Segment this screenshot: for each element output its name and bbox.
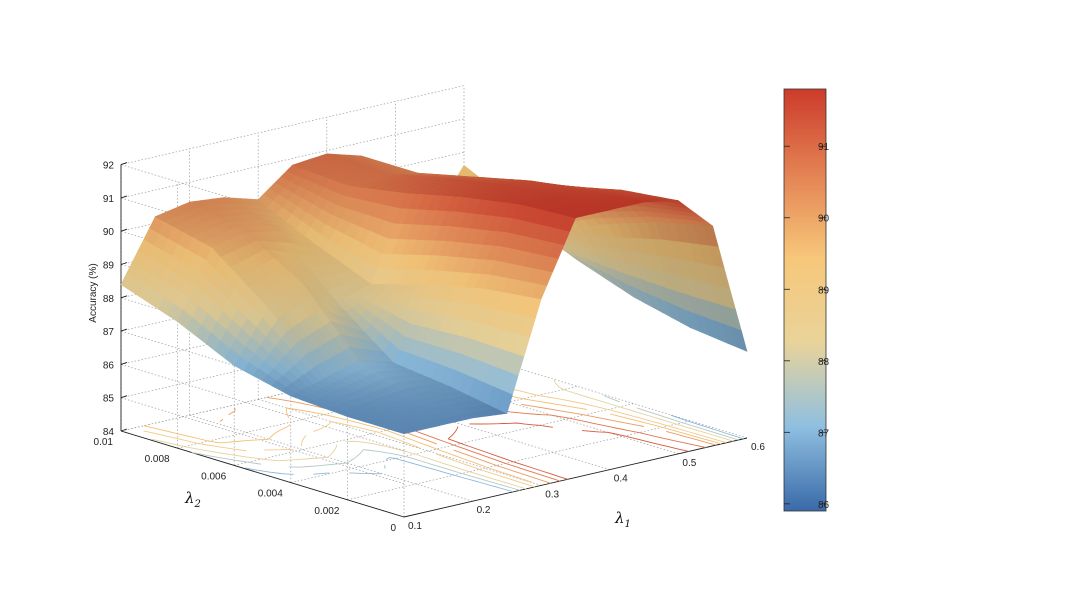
x-tick-label: 0.6 bbox=[751, 442, 765, 453]
colorbar-tick-label: 88 bbox=[818, 357, 830, 368]
colorbar-fill bbox=[783, 88, 827, 512]
y-axis-label: λ2 bbox=[184, 489, 201, 510]
colorbar-tick-label: 91 bbox=[818, 142, 830, 153]
y-axis-subscript: 2 bbox=[194, 499, 201, 510]
contour-line bbox=[447, 422, 689, 480]
floor-gridline bbox=[189, 414, 473, 502]
x-tick-label: 0.3 bbox=[545, 489, 559, 500]
colorbar: 86 87 88 89 90 91 bbox=[783, 88, 830, 512]
z-tick-mark bbox=[120, 395, 128, 399]
x-axis-label: λ1 bbox=[614, 509, 631, 530]
x-tick-label: 0.4 bbox=[614, 474, 628, 485]
z-tick-label: 88 bbox=[103, 294, 115, 305]
z-tick-label: 92 bbox=[103, 161, 115, 172]
z-tick-label: 86 bbox=[103, 360, 115, 371]
z-tick-label: 90 bbox=[103, 227, 115, 238]
x-axis-symbol: λ bbox=[614, 509, 625, 527]
z-tick-mark bbox=[120, 361, 128, 365]
accuracy-surface bbox=[120, 153, 748, 435]
y-axis-line bbox=[120, 430, 405, 518]
z-tick-mark bbox=[120, 295, 128, 299]
z-tick-mark bbox=[120, 195, 128, 199]
side-wall-gridline bbox=[120, 364, 405, 451]
y-tick-label: 0.002 bbox=[314, 506, 339, 517]
x-axis-subscript: 1 bbox=[625, 519, 631, 530]
contour-line bbox=[151, 379, 734, 490]
tick-labels: 84 85 86 87 88 89 90 91 92 0.1 0.2 0.3 0.4 0.5 0.6 0 0.0… bbox=[94, 161, 766, 534]
back-wall-gridline bbox=[120, 118, 465, 199]
y-tick-label: 0.008 bbox=[145, 454, 170, 465]
contour-line bbox=[245, 414, 744, 493]
z-tick-label: 84 bbox=[103, 427, 115, 438]
y-axis-symbol: λ bbox=[184, 489, 195, 507]
z-tick-mark bbox=[120, 262, 128, 265]
z-tick-label: 87 bbox=[103, 327, 115, 338]
x-tick-label: 0.5 bbox=[682, 458, 696, 469]
y-tick-label: 0 bbox=[390, 523, 396, 534]
x-tick-label: 0.2 bbox=[477, 505, 491, 516]
floor-gridline bbox=[258, 399, 542, 486]
floor-gridline bbox=[290, 403, 634, 483]
floor-gridline bbox=[347, 420, 691, 501]
z-tick-label: 89 bbox=[103, 261, 115, 272]
z-tick-mark bbox=[120, 328, 128, 332]
z-tick-mark bbox=[120, 162, 128, 166]
z-axis-label: Accuracy (%) bbox=[88, 263, 99, 322]
z-tick-mark bbox=[120, 228, 128, 232]
y-tick-label: 0.004 bbox=[258, 489, 283, 500]
y-tick-label: 0.01 bbox=[94, 437, 114, 448]
colorbar-tick-label: 90 bbox=[818, 214, 830, 225]
x-tick-label: 0.1 bbox=[408, 521, 422, 532]
y-tick-label: 0.006 bbox=[201, 471, 226, 482]
colorbar-tick-label: 89 bbox=[818, 285, 830, 296]
contour-line bbox=[191, 395, 739, 491]
z-tick-label: 85 bbox=[103, 394, 115, 405]
x-axis-line bbox=[403, 437, 748, 518]
surface-patch bbox=[731, 326, 748, 352]
z-tick-label: 91 bbox=[103, 194, 115, 205]
side-wall-gridline bbox=[120, 397, 405, 485]
back-wall-gridline bbox=[120, 85, 465, 165]
z-tick-mark bbox=[120, 428, 128, 432]
colorbar-tick-label: 86 bbox=[818, 500, 830, 511]
colorbar-tick-label: 87 bbox=[818, 428, 830, 439]
